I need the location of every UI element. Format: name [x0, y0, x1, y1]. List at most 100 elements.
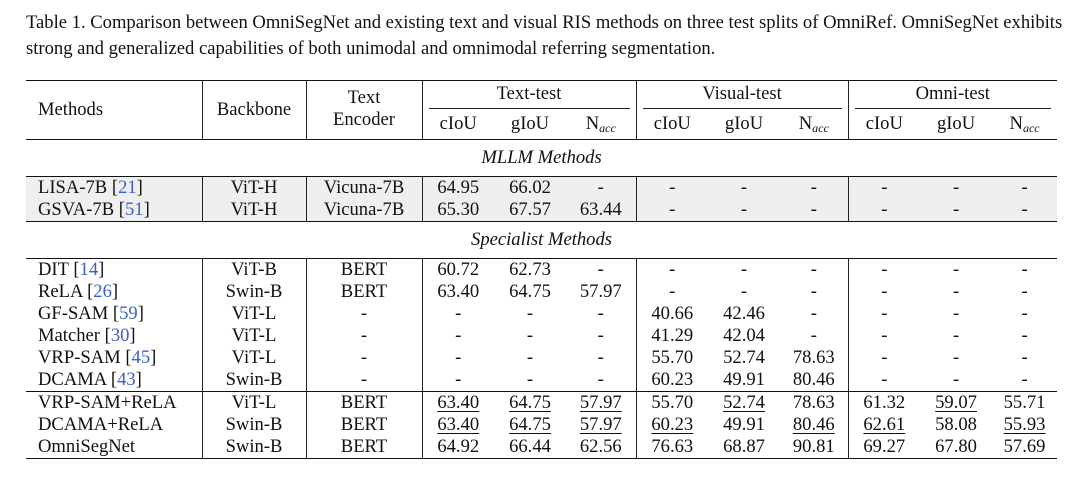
- metric-subscript: acc: [599, 120, 616, 135]
- metric-value: -: [455, 347, 462, 368]
- metric-header-giou: gIoU: [724, 113, 764, 134]
- metric-header-nacc: Nacc: [992, 109, 1057, 140]
- metric-value: 52.74: [723, 347, 765, 368]
- metric-value: -: [1021, 369, 1028, 390]
- metric-value: -: [740, 281, 748, 302]
- metric-header-nacc: Nacc: [566, 109, 637, 140]
- metric-value: -: [780, 199, 849, 222]
- table-row: LISA-7B [21] ViT-H Vicuna-7B 64.95 66.02- - - -…: [26, 176, 1058, 199]
- encoder-cell: BERT: [306, 281, 423, 303]
- encoder-cell: -: [306, 369, 423, 392]
- method-name: Matcher [30]: [26, 325, 203, 347]
- group-label: Omni-test: [854, 83, 1052, 109]
- citation-link[interactable]: [43]: [110, 369, 142, 390]
- header-group-visual-test: Visual-test: [636, 80, 849, 109]
- metric-value: -: [992, 199, 1058, 222]
- metric-value: -: [848, 258, 921, 281]
- method-label: LISA-7B: [38, 177, 108, 198]
- citation-link[interactable]: [26]: [87, 281, 119, 302]
- method-name: GF-SAM [59]: [26, 303, 203, 325]
- method-label: GSVA-7B: [38, 199, 115, 220]
- metric-value: -: [1021, 325, 1028, 346]
- citation-link[interactable]: [14]: [73, 259, 105, 280]
- metric-value: -: [920, 258, 993, 281]
- table-row: VRP-SAM [45] ViT-L - - - -55.70 52.74 78.63- - -: [26, 347, 1057, 369]
- metric-value: -: [881, 281, 888, 302]
- metric-header-ciou: cIoU: [865, 113, 903, 134]
- group-label: Text-test: [428, 83, 630, 109]
- method-name: GSVA-7B [51]: [26, 199, 203, 222]
- method-name: VRP-SAM+ReLA: [26, 391, 203, 414]
- metric-value: -: [992, 258, 1058, 281]
- metric-value: 62.73: [494, 258, 566, 281]
- table-row: DIT [14] ViT-B BERT 60.72 62.73- - - - - - -: [26, 258, 1058, 281]
- method-label: OmniSegNet: [38, 436, 136, 457]
- header-methods: Methods: [26, 80, 203, 140]
- metric-value: -: [952, 325, 960, 346]
- citation-link[interactable]: [45]: [125, 347, 157, 368]
- metric-value: -: [669, 281, 676, 302]
- metric-value: 40.66: [651, 303, 694, 324]
- metric-value: 65.30: [422, 199, 494, 222]
- metric-value: 90.81: [780, 436, 849, 459]
- metric-value: -: [780, 325, 849, 347]
- metric-value: -: [566, 369, 637, 392]
- metric-value: 63.40: [437, 414, 480, 435]
- metric-value: 41.29: [651, 325, 694, 346]
- method-name: LISA-7B [21]: [26, 176, 203, 199]
- metric-value: -: [455, 325, 462, 346]
- table-row: GSVA-7B [51] ViT-H Vicuna-7B 65.30 67.57 63.4…: [26, 199, 1058, 222]
- header-row-2: Encoder cIoU gIoU Nacc cIoU gIoU Nacc cIoU gIoU…: [26, 109, 1057, 140]
- section-header-row: MLLM Methods: [26, 139, 1058, 177]
- metric-value: -: [920, 176, 993, 199]
- citation-link[interactable]: [30]: [104, 325, 136, 346]
- table-row: GF-SAM [59] ViT-L - - - -40.66 42.46- - - -: [26, 303, 1057, 325]
- metric-value: -: [780, 303, 849, 325]
- metric-value: -: [881, 325, 888, 346]
- metric-value: 60.23: [651, 414, 694, 435]
- backbone-cell: ViT-H: [202, 199, 307, 222]
- method-label: DIT: [38, 259, 69, 280]
- metric-value: 67.57: [494, 199, 566, 222]
- encoder-cell: BERT: [306, 436, 423, 459]
- metric-value: -: [566, 303, 637, 325]
- metric-value: -: [780, 258, 849, 281]
- metric-value: 69.27: [848, 436, 921, 459]
- table-caption: Table 1. Comparison between OmniSegNet a…: [26, 12, 1063, 59]
- metric-value: 42.04: [723, 325, 765, 346]
- metric-header-giou: gIoU: [936, 113, 976, 134]
- backbone-cell: ViT-H: [202, 176, 307, 199]
- metric-header-ciou: cIoU: [653, 113, 691, 134]
- metric-value: -: [566, 325, 637, 347]
- results-table: Methods Backbone Text Text-test Visual-t…: [26, 80, 1058, 459]
- encoder-cell: Vicuna-7B: [306, 176, 423, 199]
- metric-value: -: [952, 347, 960, 368]
- metric-header-giou: gIoU: [510, 113, 550, 134]
- metric-value: 67.80: [920, 436, 993, 459]
- method-label: DCAMA: [38, 369, 107, 390]
- metric-value: 55.70: [636, 391, 709, 414]
- citation-link[interactable]: [59]: [112, 303, 144, 324]
- method-label: GF-SAM: [38, 303, 109, 324]
- section-header-row: Specialist Methods: [26, 221, 1058, 259]
- method-name: VRP-SAM [45]: [26, 347, 203, 369]
- metric-symbol: N: [1009, 112, 1023, 134]
- metric-value: 80.46: [780, 369, 849, 392]
- header-row-1: Methods Backbone Text Text-test Visual-t…: [26, 80, 1058, 140]
- backbone-cell: ViT-L: [202, 347, 307, 369]
- encoder-cell: -: [306, 347, 423, 369]
- metric-value: -: [566, 176, 637, 199]
- citation-link[interactable]: [21]: [111, 177, 143, 198]
- citation-link[interactable]: [51]: [118, 199, 150, 220]
- metric-value: -: [708, 199, 781, 222]
- metric-value: -: [455, 303, 462, 324]
- encoder-cell: BERT: [306, 414, 423, 436]
- metric-value: -: [952, 303, 960, 324]
- group-label: Visual-test: [642, 83, 842, 109]
- metric-value: 63.40: [437, 281, 480, 302]
- metric-value: -: [1021, 347, 1028, 368]
- metric-value: 52.74: [708, 391, 781, 414]
- method-name: DCAMA [43]: [26, 369, 203, 392]
- table-row: DCAMA [43] Swin-B - - - -60.23 49.91 80.46- - -: [26, 369, 1057, 392]
- header-backbone: Backbone: [202, 80, 307, 140]
